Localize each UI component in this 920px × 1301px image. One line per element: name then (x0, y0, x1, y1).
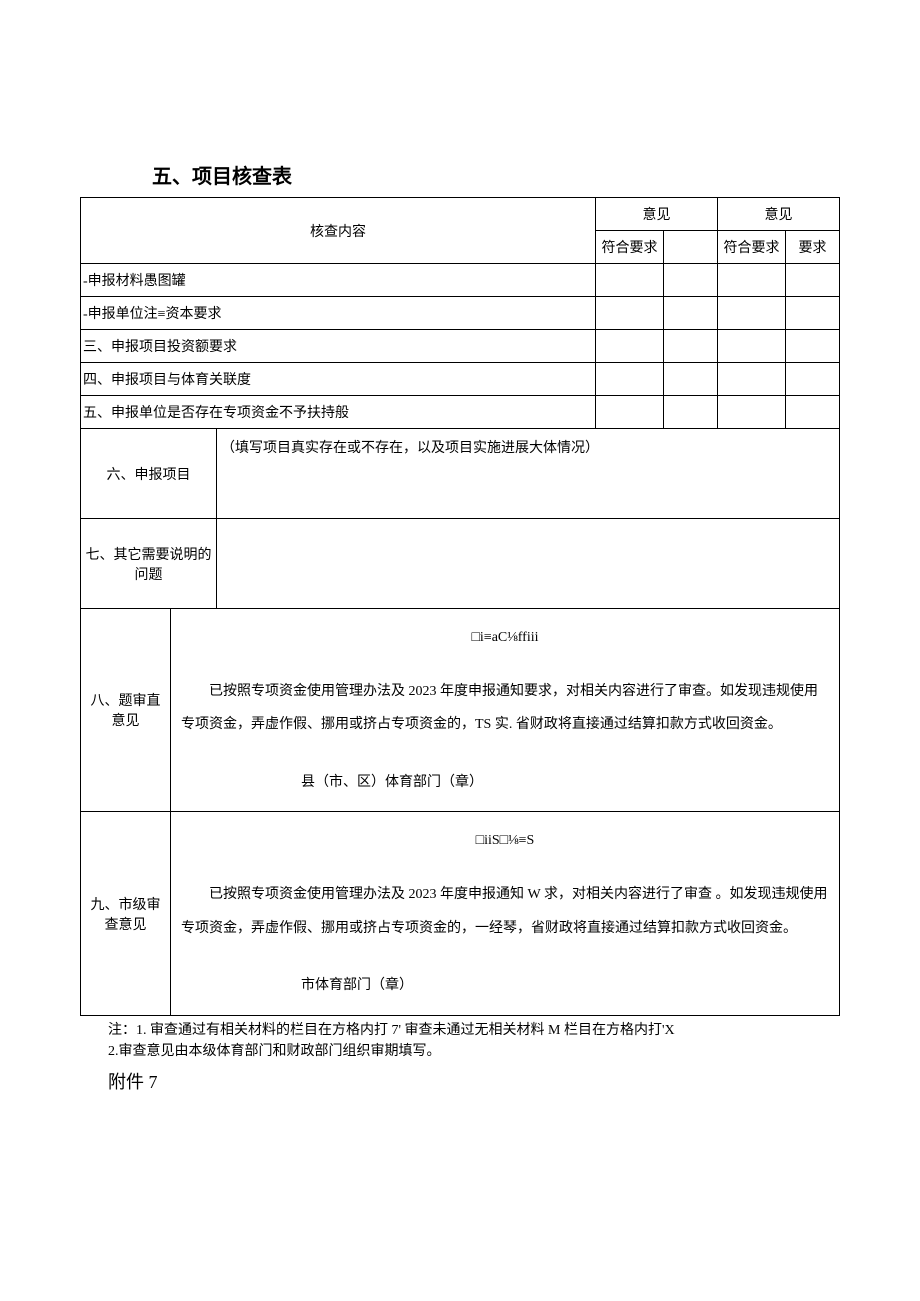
row9-placeholder: □iiS□⅛≡S (181, 824, 829, 858)
cell-blank (664, 396, 718, 429)
row9-content: □iiS□⅛≡S 已按照专项资金使用管理办法及 2023 年度申报通知 W 求，… (171, 812, 840, 1015)
section-title: 五、项目核查表 (80, 160, 840, 189)
cell-blank (664, 363, 718, 396)
row6-label: 六、申报项目 (81, 429, 217, 519)
header-opinion1-sub: 符合要求 (596, 231, 664, 264)
cell-blank (596, 330, 664, 363)
cell-blank (718, 264, 786, 297)
verification-table: 核查内容 意见 意见 符合要求 符合要求 要求 -申报材料愚图罐 -申报单位注≡… (80, 197, 840, 1016)
cell-blank (664, 297, 718, 330)
row5-label: 五、申报单位是否存在专项资金不予扶持般 (81, 396, 596, 429)
header-opinion1-top: 意见 (596, 198, 718, 231)
table-row-nine: 九、市级审查意见 □iiS□⅛≡S 已按照专项资金使用管理办法及 2023 年度… (81, 812, 840, 1015)
row8-body: 已按照专项资金使用管理办法及 2023 年度申报通知要求，对相关内容进行了审查。… (181, 675, 829, 742)
row7-content (217, 519, 840, 609)
table-row-seven: 七、其它需要说明的问题 (81, 519, 840, 609)
row1-label: -申报材料愚图罐 (81, 264, 596, 297)
header-opinion2-top: 意见 (718, 198, 840, 231)
table-row: -申报单位注≡资本要求 (81, 297, 840, 330)
cell-blank (596, 396, 664, 429)
cell-blank (664, 330, 718, 363)
cell-blank (786, 297, 840, 330)
cell-blank (596, 363, 664, 396)
cell-blank (786, 396, 840, 429)
note-2: 2.审查意见由本级体育部门和财政部门组织审期填写。 (108, 1041, 840, 1062)
row7-label: 七、其它需要说明的问题 (81, 519, 217, 609)
row8-label: 八、题审直意见 (81, 609, 171, 812)
cell-blank (718, 297, 786, 330)
header-opinion2-sub-b: 要求 (786, 231, 840, 264)
table-row: 三、申报项目投资额要求 (81, 330, 840, 363)
table-row-eight: 八、题审直意见 □i≡aC⅛ffiii 已按照专项资金使用管理办法及 2023 … (81, 609, 840, 812)
row9-body: 已按照专项资金使用管理办法及 2023 年度申报通知 W 求，对相关内容进行了审… (181, 878, 829, 945)
row2-label: -申报单位注≡资本要求 (81, 297, 596, 330)
row6-content: （填写项目真实存在或不存在，以及项目实施进展大体情况） (217, 429, 840, 519)
table-row-six: 六、申报项目 （填写项目真实存在或不存在，以及项目实施进展大体情况） (81, 429, 840, 519)
cell-blank (718, 330, 786, 363)
row8-placeholder: □i≡aC⅛ffiii (181, 621, 829, 655)
header-check-content: 核查内容 (81, 198, 596, 264)
row9-label: 九、市级审查意见 (81, 812, 171, 1015)
cell-blank (664, 264, 718, 297)
cell-blank (786, 363, 840, 396)
row4-label: 四、申报项目与体育关联度 (81, 363, 596, 396)
attachment-label: 附件 7 (80, 1068, 840, 1094)
cell-blank (596, 297, 664, 330)
header-opinion2-sub-a: 符合要求 (718, 231, 786, 264)
cell-blank (718, 363, 786, 396)
notes-block: 注：1. 审查通过有相关材料的栏目在方格内打 7' 审查未通过无相关材料 M 栏… (80, 1020, 840, 1062)
cell-blank (596, 264, 664, 297)
note-1: 注：1. 审查通过有相关材料的栏目在方格内打 7' 审查未通过无相关材料 M 栏… (108, 1020, 840, 1041)
cell-blank (786, 330, 840, 363)
header-opinion1-blank (664, 231, 718, 264)
row8-content: □i≡aC⅛ffiii 已按照专项资金使用管理办法及 2023 年度申报通知要求… (171, 609, 840, 812)
row8-seal: 县（市、区）体育部门（章） (181, 766, 829, 800)
cell-blank (718, 396, 786, 429)
table-row: 五、申报单位是否存在专项资金不予扶持般 (81, 396, 840, 429)
cell-blank (786, 264, 840, 297)
table-row: -申报材料愚图罐 (81, 264, 840, 297)
table-header-row-1: 核查内容 意见 意见 (81, 198, 840, 231)
row9-seal: 市体育部门（章） (181, 969, 829, 1003)
row3-label: 三、申报项目投资额要求 (81, 330, 596, 363)
table-row: 四、申报项目与体育关联度 (81, 363, 840, 396)
